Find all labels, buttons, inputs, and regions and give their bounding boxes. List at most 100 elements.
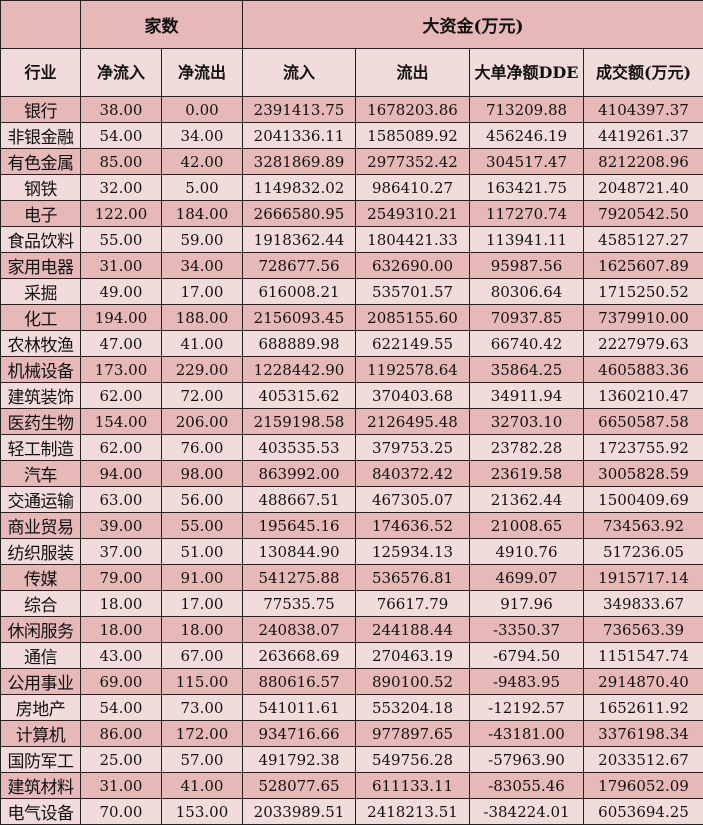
industry-cell: 休闲服务 — [1, 617, 81, 643]
net-outflow-count-cell: 56.00 — [162, 487, 243, 513]
net-inflow-count-cell: 39.00 — [81, 513, 162, 539]
dde-cell: 35864.25 — [470, 357, 584, 383]
outflow-cell: 2418213.51 — [356, 799, 470, 825]
industry-cell: 计算机 — [1, 721, 81, 747]
inflow-cell: 528077.65 — [243, 773, 356, 799]
outflow-cell: 840372.42 — [356, 461, 470, 487]
net-inflow-count-cell: 31.00 — [81, 773, 162, 799]
inflow-cell: 2666580.95 — [243, 201, 356, 227]
turnover-cell: 1625607.89 — [584, 253, 703, 279]
net-inflow-count-cell: 54.00 — [81, 123, 162, 149]
dde-cell: 66740.42 — [470, 331, 584, 357]
net-outflow-count-cell: 73.00 — [162, 695, 243, 721]
outflow-cell: 2977352.42 — [356, 149, 470, 175]
outflow-cell: 76617.79 — [356, 591, 470, 617]
net-outflow-count-cell: 5.00 — [162, 175, 243, 201]
dde-cell: 70937.85 — [470, 305, 584, 331]
header-column-row: 行业 净流入 净流出 流入 流出 大单净额DDE 成交额(万元) — [1, 49, 703, 97]
net-inflow-count-cell: 94.00 — [81, 461, 162, 487]
outflow-cell: 467305.07 — [356, 487, 470, 513]
turnover-cell: 3005828.59 — [584, 461, 703, 487]
inflow-cell: 541011.61 — [243, 695, 356, 721]
outflow-cell: 2126495.48 — [356, 409, 470, 435]
inflow-cell: 1228442.90 — [243, 357, 356, 383]
net-inflow-count-cell: 38.00 — [81, 97, 162, 123]
net-inflow-count-cell: 62.00 — [81, 435, 162, 461]
net-inflow-count-cell: 55.00 — [81, 227, 162, 253]
industry-cell: 电子 — [1, 201, 81, 227]
net-inflow-count-cell: 85.00 — [81, 149, 162, 175]
net-outflow-count-cell: 17.00 — [162, 279, 243, 305]
column-header-net-inflow-count: 净流入 — [81, 49, 162, 97]
inflow-cell: 934716.66 — [243, 721, 356, 747]
net-outflow-count-cell: 42.00 — [162, 149, 243, 175]
dde-cell: -9483.95 — [470, 669, 584, 695]
net-outflow-count-cell: 91.00 — [162, 565, 243, 591]
turnover-cell: 1723755.92 — [584, 435, 703, 461]
dde-cell: 32703.10 — [470, 409, 584, 435]
net-outflow-count-cell: 229.00 — [162, 357, 243, 383]
industry-cell: 纺织服装 — [1, 539, 81, 565]
outflow-cell: 1804421.33 — [356, 227, 470, 253]
turnover-cell: 1915717.14 — [584, 565, 703, 591]
turnover-cell: 1715250.52 — [584, 279, 703, 305]
net-inflow-count-cell: 31.00 — [81, 253, 162, 279]
net-inflow-count-cell: 69.00 — [81, 669, 162, 695]
outflow-cell: 244188.44 — [356, 617, 470, 643]
header-group-row: 家数 大资金(万元) — [1, 1, 703, 49]
dde-cell: 21008.65 — [470, 513, 584, 539]
dde-cell: 4910.76 — [470, 539, 584, 565]
industry-cell: 商业贸易 — [1, 513, 81, 539]
industry-cell: 食品饮料 — [1, 227, 81, 253]
net-inflow-count-cell: 154.00 — [81, 409, 162, 435]
net-inflow-count-cell: 18.00 — [81, 591, 162, 617]
net-outflow-count-cell: 188.00 — [162, 305, 243, 331]
inflow-cell: 2033989.51 — [243, 799, 356, 825]
header-group-count: 家数 — [81, 1, 243, 49]
turnover-cell: 4585127.27 — [584, 227, 703, 253]
net-inflow-count-cell: 18.00 — [81, 617, 162, 643]
net-inflow-count-cell: 122.00 — [81, 201, 162, 227]
turnover-cell: 1796052.09 — [584, 773, 703, 799]
net-inflow-count-cell: 86.00 — [81, 721, 162, 747]
net-inflow-count-cell: 37.00 — [81, 539, 162, 565]
inflow-cell: 541275.88 — [243, 565, 356, 591]
outflow-cell: 125934.13 — [356, 539, 470, 565]
inflow-cell: 1918362.44 — [243, 227, 356, 253]
outflow-cell: 379753.25 — [356, 435, 470, 461]
outflow-cell: 977897.65 — [356, 721, 470, 747]
net-inflow-count-cell: 70.00 — [81, 799, 162, 825]
industry-cell: 轻工制造 — [1, 435, 81, 461]
inflow-cell: 2041336.11 — [243, 123, 356, 149]
dde-cell: 163421.75 — [470, 175, 584, 201]
net-outflow-count-cell: 41.00 — [162, 773, 243, 799]
outflow-cell: 632690.00 — [356, 253, 470, 279]
turnover-cell: 2914870.40 — [584, 669, 703, 695]
industry-cell: 通信 — [1, 643, 81, 669]
turnover-cell: 517236.05 — [584, 539, 703, 565]
net-outflow-count-cell: 67.00 — [162, 643, 243, 669]
outflow-cell: 1678203.86 — [356, 97, 470, 123]
inflow-cell: 405315.62 — [243, 383, 356, 409]
turnover-cell: 6650587.58 — [584, 409, 703, 435]
outflow-cell: 2085155.60 — [356, 305, 470, 331]
inflow-cell: 77535.75 — [243, 591, 356, 617]
net-outflow-count-cell: 51.00 — [162, 539, 243, 565]
net-inflow-count-cell: 194.00 — [81, 305, 162, 331]
dde-cell: 21362.44 — [470, 487, 584, 513]
turnover-cell: 7379910.00 — [584, 305, 703, 331]
inflow-cell: 488667.51 — [243, 487, 356, 513]
